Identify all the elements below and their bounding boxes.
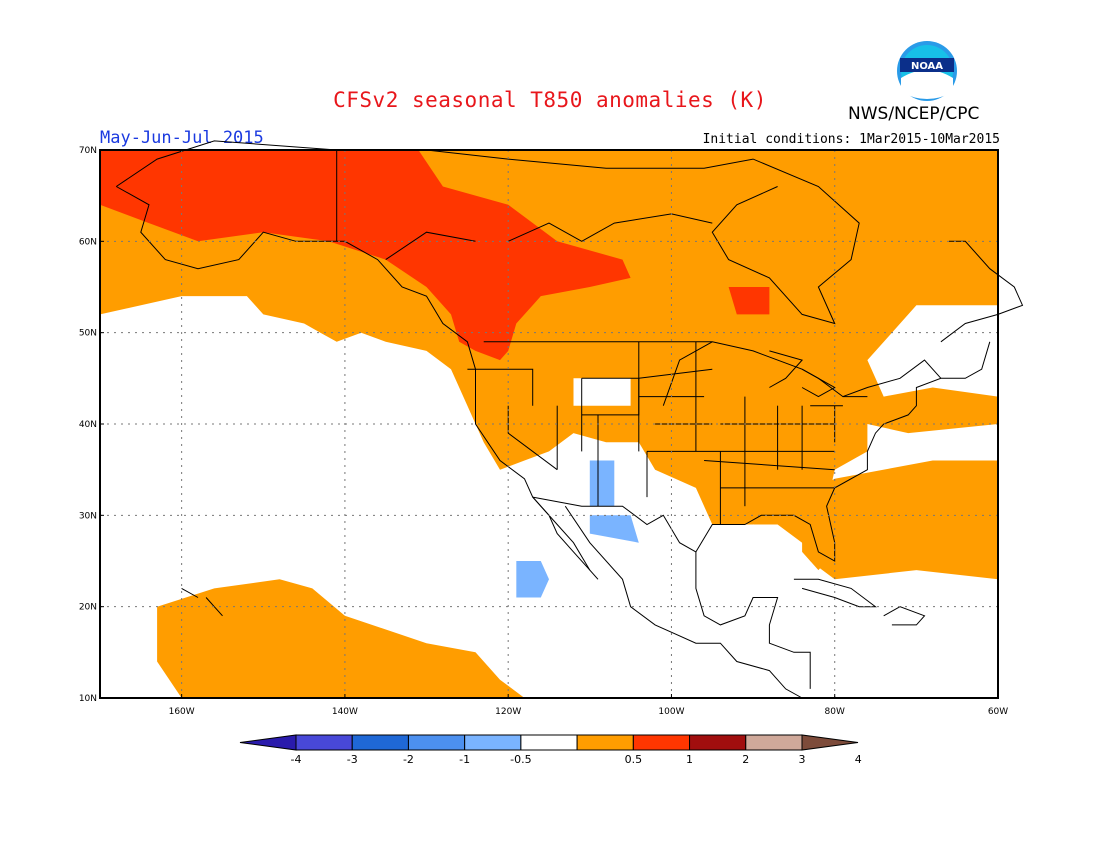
coastline-segment bbox=[662, 341, 713, 406]
coastline-segment bbox=[793, 578, 878, 608]
anomaly-region-gulf-atlantic-warm bbox=[753, 460, 998, 580]
colorbar-swatch bbox=[745, 734, 803, 751]
initial-conditions: Initial conditions: 1Mar2015-10Mar2015 bbox=[702, 132, 1000, 147]
coastline-segment bbox=[769, 350, 804, 388]
colorbar-label: -2 bbox=[403, 753, 414, 766]
colorbar-swatch bbox=[520, 734, 578, 751]
coastline-segment bbox=[695, 341, 991, 562]
latitude-labels: 70N 60N 50N 40N 30N 20N 10N bbox=[79, 146, 104, 704]
coastline-segment bbox=[467, 368, 534, 406]
colorbar-label: 0.5 bbox=[625, 753, 643, 766]
anomaly-region-pacific-warm bbox=[157, 579, 525, 698]
colorbar-swatch bbox=[576, 734, 634, 751]
coastline-segment bbox=[507, 405, 558, 471]
colorbar-swatch bbox=[632, 734, 691, 751]
graticule bbox=[100, 150, 998, 698]
agency-label: NWS/NCEP/CPC bbox=[848, 104, 980, 124]
coastline-segment bbox=[532, 496, 591, 571]
longitude-label: 160W bbox=[169, 707, 195, 717]
latitude-label: 30N bbox=[79, 511, 97, 521]
coastline-segment bbox=[205, 597, 215, 608]
map-title: CFSv2 seasonal T850 anomalies (K) bbox=[333, 88, 767, 112]
longitude-label: 60W bbox=[988, 707, 1008, 717]
coastline-segment bbox=[564, 505, 803, 699]
coastline-segment bbox=[532, 496, 697, 553]
colorbar-label: 1 bbox=[686, 753, 693, 766]
colorbar-label: 3 bbox=[799, 753, 806, 766]
latitude-label: 70N bbox=[79, 146, 97, 156]
colorbar-swatch bbox=[295, 734, 353, 751]
latitude-label: 20N bbox=[79, 603, 97, 613]
anomaly-region-baja-cool bbox=[516, 561, 549, 598]
colorbar-label: -4 bbox=[291, 753, 302, 766]
latitude-label: 60N bbox=[79, 237, 97, 247]
anomaly-region-southwest-cool-b bbox=[589, 515, 639, 543]
colorbar: -4 -3 -2 -1 -0.5 0.5 1 2 3 4 bbox=[239, 734, 862, 766]
coastline-segment bbox=[638, 368, 713, 379]
anomaly-region-hudson-warm-2 bbox=[728, 287, 770, 315]
longitude-label: 120W bbox=[495, 707, 521, 717]
coastline-segment bbox=[483, 341, 942, 398]
colorbar-label: 2 bbox=[742, 753, 749, 766]
colorbar-label: -0.5 bbox=[510, 753, 531, 766]
anomaly-region-northwest-warm-2 bbox=[100, 150, 631, 361]
colorbar-low-arrow bbox=[239, 734, 297, 751]
coastlines bbox=[116, 140, 1024, 699]
coastline-segment bbox=[181, 587, 199, 598]
colorbar-swatch bbox=[464, 734, 522, 751]
colorbar-swatch bbox=[689, 734, 747, 751]
colorbar-label: -1 bbox=[459, 753, 470, 766]
coastline-segment bbox=[213, 606, 223, 617]
forecast-period: May-Jun-Jul 2015 bbox=[100, 128, 264, 148]
anomaly-region-west-conus-neutral bbox=[573, 378, 631, 406]
colorbar-swatch bbox=[351, 734, 409, 751]
coastline-segment bbox=[385, 231, 476, 261]
longitude-label: 140W bbox=[332, 707, 358, 717]
coastline-segment bbox=[704, 460, 835, 471]
coastline-segment bbox=[695, 551, 811, 689]
noaa-logo: NOAA bbox=[897, 41, 957, 101]
colorbar-swatch bbox=[407, 734, 466, 751]
colorbar-label: 4 bbox=[855, 753, 862, 766]
colorbar-high-arrow bbox=[801, 734, 859, 751]
longitude-label: 80W bbox=[825, 707, 845, 717]
anomaly-region-southwest-cool-a bbox=[589, 460, 615, 507]
latitude-label: 10N bbox=[79, 694, 97, 704]
coastline-segment bbox=[883, 606, 926, 626]
noaa-logo-text: NOAA bbox=[911, 61, 943, 72]
coastline-segment bbox=[507, 213, 713, 242]
coastline-segment bbox=[801, 368, 836, 398]
coastline-segment bbox=[940, 240, 1024, 343]
longitude-labels: 160W 140W 120W 100W 80W 60W bbox=[169, 694, 1008, 717]
latitude-label: 50N bbox=[79, 329, 97, 339]
longitude-label: 100W bbox=[658, 707, 684, 717]
colorbar-label: -3 bbox=[347, 753, 358, 766]
latitude-label: 40N bbox=[79, 420, 97, 430]
